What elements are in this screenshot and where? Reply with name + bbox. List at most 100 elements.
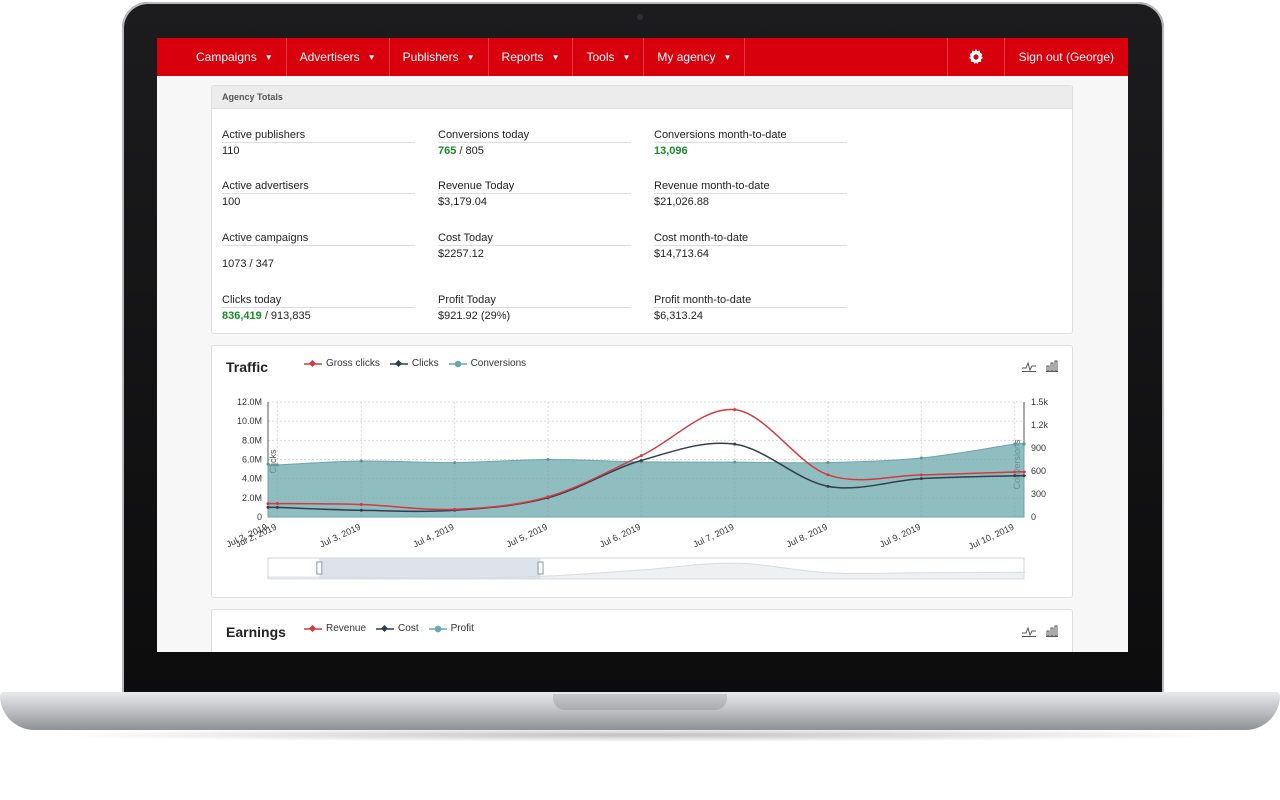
line-chart-icon[interactable] [1022, 625, 1036, 637]
series-gross-clicks-point [1013, 470, 1017, 474]
series-gross-clicks-point [275, 502, 279, 506]
y-left-tick-label: 10.0M [237, 416, 262, 426]
series-clicks-point [733, 442, 737, 446]
stat-value: 1073 / 347 [222, 258, 274, 270]
chart-title: Traffic [226, 359, 269, 375]
stat-active-publishers: Active publishers 110 [222, 129, 415, 157]
series-conversions-point [826, 461, 830, 465]
series-gross-clicks-point [359, 503, 363, 507]
range-navigator-handle[interactable] [316, 561, 323, 575]
stat-value: $14,713.64 [654, 248, 710, 260]
series-gross-clicks-point [919, 473, 923, 477]
nav-advertisers[interactable]: Advertisers ▼ [287, 38, 390, 76]
y-right-tick-label: 0 [1031, 512, 1036, 522]
nav-label: Campaigns [196, 50, 257, 64]
nav-tools[interactable]: Tools ▼ [573, 38, 645, 76]
stat-highlight: 765 [438, 145, 457, 157]
y-left-tick-label: 4.0M [242, 474, 262, 484]
caret-down-icon: ▼ [723, 52, 732, 62]
stat-active-campaigns: Active campaigns 1073 / 347 [222, 232, 415, 270]
panel-title: Agency Totals [212, 86, 1072, 109]
stat-clicks-today: Clicks today 836,419 / 913,835 [222, 294, 415, 322]
nav-label: Advertisers [299, 50, 360, 64]
chart-tools [1022, 625, 1058, 637]
nav-publishers[interactable]: Publishers ▼ [390, 38, 489, 76]
stat-label: Conversions month-to-date [654, 129, 847, 143]
series-clicks-point [919, 477, 923, 481]
stat-conversions-mtd: Conversions month-to-date 13,096 [654, 129, 847, 157]
settings-button[interactable] [946, 38, 1004, 76]
y-right-tick-label: 900 [1031, 443, 1046, 453]
series-conversions-point [1013, 442, 1017, 446]
y-left-tick-label: 12.0M [237, 397, 262, 407]
traffic-chart: 0 2.0M 4.0M 6.0M 8.0M 10.0M 12.0M 0 300 600 900 1.2… [225, 397, 1049, 580]
legend-label: Cost [398, 623, 419, 634]
x-tick-label: Jul 5, 2019 [505, 522, 549, 550]
stat-value: $921.92 (29%) [438, 310, 511, 322]
series-conversions-point [453, 461, 457, 465]
line-chart-icon[interactable] [1022, 360, 1036, 372]
stat-label: Conversions today [438, 129, 631, 143]
series-clicks-point [359, 508, 363, 512]
sign-out-button[interactable]: Sign out (George) [1003, 38, 1128, 76]
legend-conversions[interactable]: Conversions [448, 358, 527, 369]
nav-reports[interactable]: Reports ▼ [489, 38, 574, 76]
y-right-tick-label: 600 [1031, 466, 1046, 476]
series-conversions-point [919, 456, 923, 460]
stat-label: Revenue month-to-date [654, 180, 847, 194]
stat-label: Revenue Today [438, 180, 631, 194]
stat-rest: / 913,835 [261, 310, 311, 322]
y-right-tick-label: 300 [1031, 489, 1046, 499]
range-navigator-handle[interactable] [537, 561, 544, 575]
series-gross-clicks-point [266, 502, 270, 506]
nav-label: My agency [657, 50, 716, 64]
laptop-notch [553, 694, 727, 710]
gear-icon [968, 49, 983, 64]
series-gross-clicks-point [453, 507, 457, 511]
stat-label: Cost month-to-date [654, 232, 847, 246]
chart-title: Earnings [226, 624, 286, 640]
stat-value: 836,419 / 913,835 [222, 310, 415, 322]
y-left-tick-label: 6.0M [242, 455, 262, 465]
legend-swatch [448, 360, 467, 367]
stat-label: Active campaigns [222, 232, 415, 246]
legend-cost[interactable]: Cost [376, 623, 419, 634]
bar-chart-icon[interactable] [1046, 360, 1058, 372]
legend-clicks[interactable]: Clicks [389, 358, 439, 369]
series-clicks-point [1013, 474, 1017, 478]
legend-gross-clicks[interactable]: Gross clicks [304, 358, 380, 369]
stat-profit-mtd: Profit month-to-date $6,313.24 [654, 294, 847, 322]
x-tick-label: Jul 6, 2019 [598, 522, 642, 550]
nav-my-agency[interactable]: My agency ▼ [644, 38, 746, 76]
x-tick-label: Jul 8, 2019 [785, 522, 829, 550]
legend-label: Gross clicks [326, 358, 380, 369]
stat-label: Cost Today [438, 232, 631, 246]
bar-chart-icon[interactable] [1046, 625, 1058, 637]
stat-cost-mtd: Cost month-to-date $14,713.64 [654, 232, 847, 260]
stat-value: $6,313.24 [654, 310, 703, 322]
series-conversions-point [359, 459, 363, 463]
series-gross-clicks-point [1022, 470, 1026, 474]
agency-totals-panel: Agency Totals Active publishers 110 Acti… [211, 85, 1073, 334]
series-clicks-point [639, 458, 643, 462]
legend-profit[interactable]: Profit [428, 623, 474, 634]
legend-label: Revenue [326, 623, 367, 634]
legend-label: Conversions [470, 358, 527, 369]
y-right-tick-label: 1.5k [1031, 397, 1049, 407]
nav-label: Reports [501, 50, 544, 64]
camera-dot [637, 14, 643, 20]
legend-revenue[interactable]: Revenue [304, 623, 366, 634]
nav-label: Tools [586, 50, 615, 64]
nav-campaigns[interactable]: Campaigns ▼ [183, 38, 287, 76]
series-conversions-area [266, 442, 1026, 518]
caret-down-icon: ▼ [622, 52, 631, 62]
x-tick-label: Jul 9, 2019 [878, 522, 922, 550]
y-left-tick-label: 2.0M [242, 493, 262, 503]
range-navigator-selection [319, 558, 541, 579]
y-left-tick-label: 8.0M [242, 435, 262, 445]
chart-legend: Gross clicks Clicks Conversions [304, 358, 536, 369]
stat-label: Profit Today [438, 294, 631, 308]
legend-swatch [428, 625, 447, 632]
series-gross-clicks-point [733, 408, 737, 412]
stat-value: $21,026.88 [654, 196, 710, 208]
